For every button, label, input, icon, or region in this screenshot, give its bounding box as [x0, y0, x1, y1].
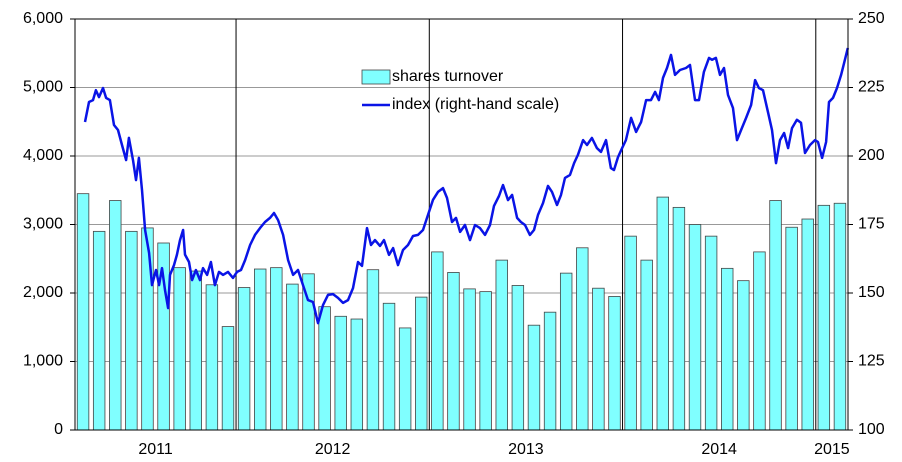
bar: [833, 202, 847, 431]
bar: [350, 318, 364, 431]
x-tick-label: 2011: [138, 441, 173, 458]
bar: [753, 251, 766, 431]
bar: [366, 269, 380, 431]
bar: [527, 324, 541, 431]
bar: [431, 251, 444, 431]
bar: [688, 224, 702, 431]
y2-tick-label: 150: [858, 284, 885, 301]
bar: [173, 267, 186, 431]
bar: [286, 283, 299, 431]
bar: [672, 206, 686, 431]
y2-tick-label: 125: [858, 353, 885, 370]
x-tick-label: 2014: [701, 441, 737, 458]
legend-label: shares turnover: [392, 68, 504, 85]
bar: [785, 226, 798, 431]
bar: [189, 270, 202, 431]
bar: [270, 267, 283, 431]
y2-tick-label: 250: [858, 10, 885, 27]
bar: [463, 288, 476, 431]
y-tick-label: 3,000: [23, 216, 63, 233]
y-tick-label: 1,000: [23, 353, 63, 370]
bar: [382, 302, 396, 431]
x-tick-label: 2013: [508, 441, 544, 458]
bar: [76, 193, 90, 431]
y2-tick-label: 175: [858, 216, 885, 233]
x-tick-label: 2015: [814, 441, 850, 458]
bar: [576, 247, 589, 431]
y-tick-label: 4,000: [23, 147, 63, 164]
bar: [302, 273, 315, 431]
bar: [141, 227, 154, 431]
bar: [543, 311, 557, 431]
bar: [624, 235, 637, 431]
bar: [704, 235, 718, 431]
bar: [109, 200, 122, 431]
bar: [801, 218, 814, 431]
x-tick-label: 2012: [315, 441, 351, 458]
bar: [559, 272, 573, 431]
index-line: [83, 47, 850, 325]
bar: [318, 306, 331, 431]
bar: [254, 268, 267, 431]
y-tick-label: 6,000: [23, 10, 63, 27]
legend-swatch: [361, 69, 391, 85]
bar: [398, 327, 412, 431]
y-tick-label: 2,000: [23, 284, 63, 301]
y2-tick-label: 225: [858, 79, 885, 96]
plot-frame: [74, 18, 849, 431]
y-tick-label: 5,000: [23, 79, 63, 96]
bar: [334, 315, 347, 431]
bar: [205, 284, 219, 431]
bar: [640, 259, 653, 431]
y2-tick-label: 200: [858, 147, 885, 164]
bar: [415, 296, 428, 431]
bar: [447, 272, 460, 431]
bar: [125, 230, 138, 431]
bar: [721, 267, 734, 431]
bar: [237, 287, 251, 431]
bar: [656, 196, 669, 431]
y-tick-label: 0: [54, 421, 63, 438]
bar: [817, 204, 831, 431]
legend-label: index (right-hand scale): [392, 96, 559, 113]
bar: [479, 291, 492, 431]
bar: [511, 285, 525, 431]
bar: [769, 200, 782, 431]
bar: [221, 326, 235, 431]
bar: [495, 259, 508, 431]
bar: [737, 280, 750, 431]
y2-tick-label: 100: [858, 421, 885, 438]
bar: [608, 296, 621, 431]
bar: [592, 287, 605, 431]
bar: [92, 230, 106, 431]
